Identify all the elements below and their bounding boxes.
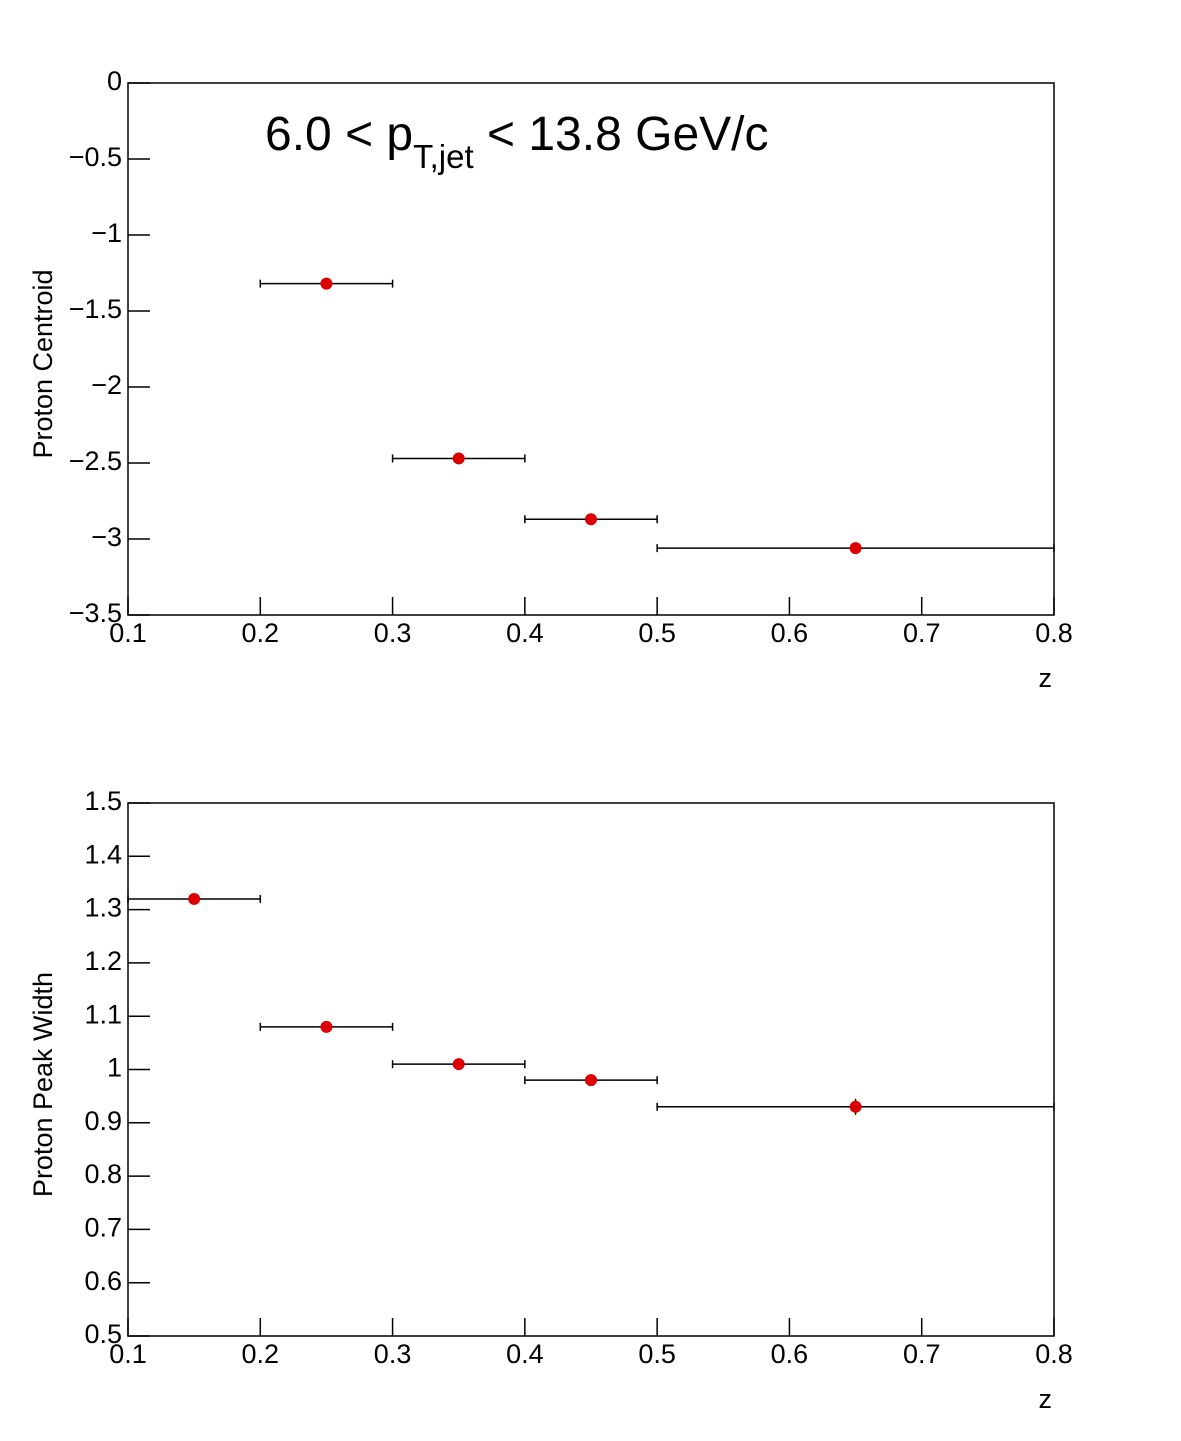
data-point — [320, 277, 333, 290]
y-tick-label: 1.4 — [84, 839, 122, 869]
y-tick-label: 1.3 — [84, 893, 122, 923]
y-tick-label: 1 — [107, 1053, 122, 1083]
y-tick-label: 0.7 — [84, 1213, 122, 1243]
data-point — [849, 542, 862, 555]
y-tick-label: −2 — [91, 370, 122, 400]
x-tick-label: 0.4 — [506, 1339, 544, 1369]
y-tick-label: 1.1 — [84, 999, 122, 1029]
x-tick-label: 0.6 — [771, 1339, 809, 1369]
y-tick-label: −3 — [91, 522, 122, 552]
annotation-text: 6.0 < p — [265, 108, 413, 161]
x-tick-label: 0.7 — [903, 1339, 941, 1369]
x-tick-label: 0.3 — [374, 618, 412, 648]
y-tick-label: 1.5 — [84, 786, 122, 816]
y-tick-label: −2.5 — [69, 446, 122, 476]
x-tick-label: 0.8 — [1035, 1339, 1073, 1369]
y-tick-label: 1.2 — [84, 946, 122, 976]
plot-frame — [127, 802, 1055, 1337]
y-tick-label: 0.9 — [84, 1106, 122, 1136]
annotation-text: < 13.8 GeV/c — [474, 108, 769, 161]
annotation: 6.0 < pT,jet < 13.8 GeV/c — [265, 108, 769, 175]
x-tick-label: 0.6 — [771, 618, 809, 648]
y-axis-label: Proton Centroid — [28, 269, 58, 458]
x-axis-label: z — [1039, 1384, 1053, 1414]
y-tick-label: 0.8 — [84, 1159, 122, 1189]
x-tick-label: 0.8 — [1035, 618, 1073, 648]
data-point — [585, 1074, 597, 1087]
y-tick-label: 0 — [107, 66, 122, 96]
x-tick-label: 0.2 — [242, 618, 280, 648]
data-point — [188, 892, 201, 905]
data-point — [585, 513, 597, 526]
y-tick-label: −3.5 — [69, 598, 122, 628]
y-tick-label: −1 — [91, 218, 122, 248]
y-axis-label: Proton Peak Width — [28, 972, 58, 1197]
x-tick-label: 0.1 — [109, 618, 147, 648]
plot-frame — [127, 82, 1055, 616]
y-tick-label: 0.5 — [84, 1319, 122, 1349]
x-tick-label: 0.5 — [638, 1339, 676, 1369]
x-tick-label: 0.5 — [638, 618, 676, 648]
x-tick-label: 0.4 — [506, 618, 544, 648]
x-tick-label: 0.3 — [374, 1339, 412, 1369]
annotation-subscript: T,jet — [413, 138, 474, 175]
x-tick-label: 0.1 — [109, 1339, 147, 1369]
data-point — [452, 1058, 465, 1071]
data-point — [849, 1100, 862, 1113]
y-tick-label: −0.5 — [69, 142, 122, 172]
y-tick-label: 0.6 — [84, 1266, 122, 1296]
data-point — [452, 452, 465, 465]
data-point — [320, 1020, 333, 1033]
x-tick-label: 0.2 — [242, 1339, 280, 1369]
x-tick-label: 0.7 — [903, 618, 941, 648]
y-tick-label: −1.5 — [69, 294, 122, 324]
x-axis-label: z — [1039, 663, 1053, 693]
